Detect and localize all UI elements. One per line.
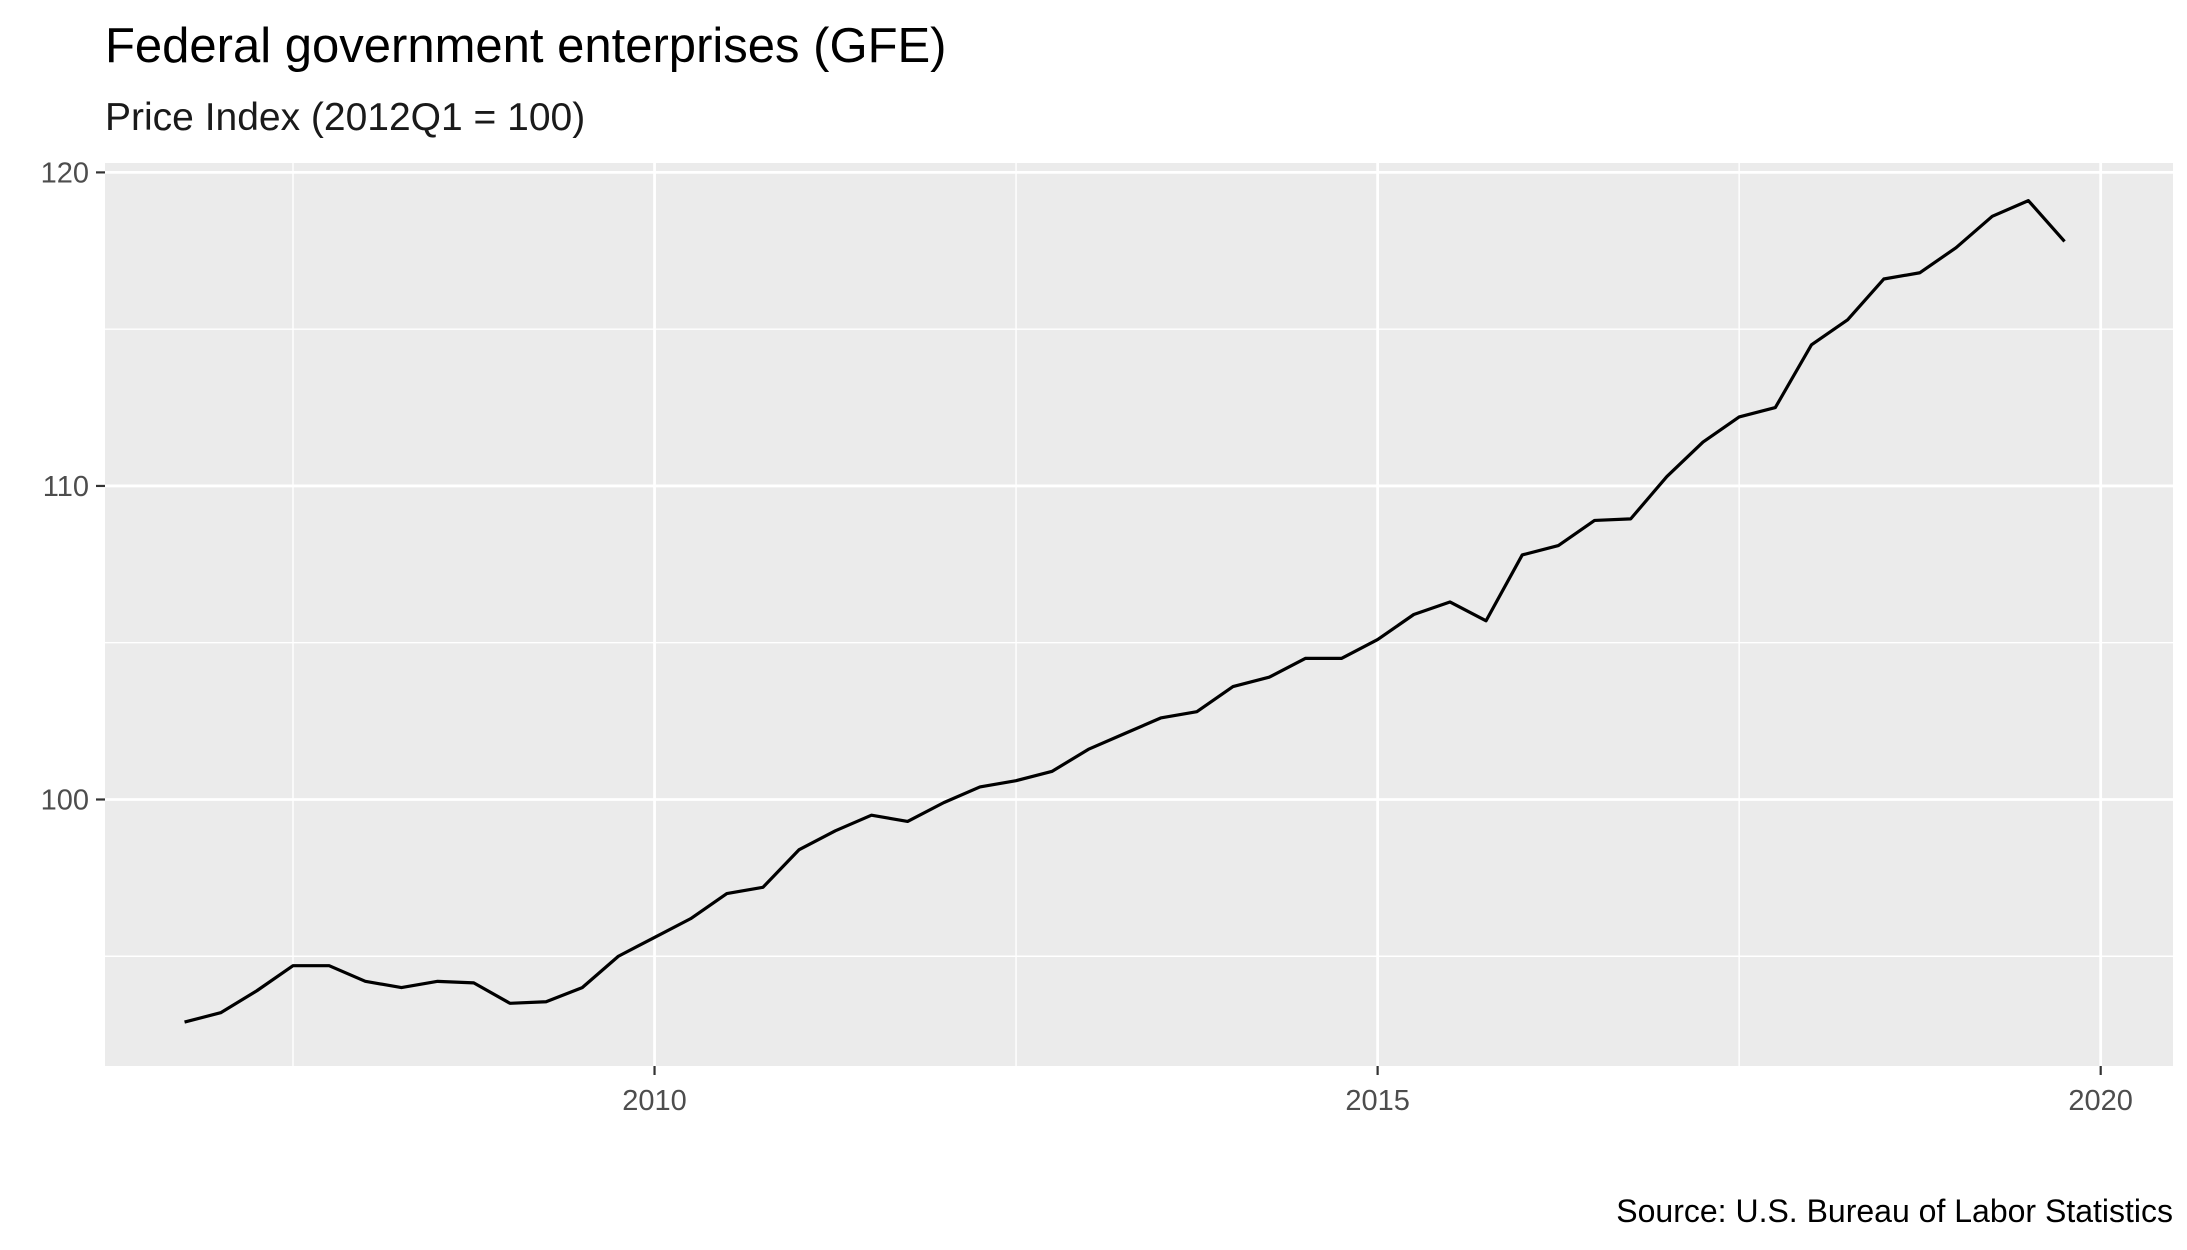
minor-grid bbox=[105, 163, 2173, 1066]
chart-caption: Source: U.S. Bureau of Labor Statistics bbox=[1616, 1193, 2173, 1229]
y-tick-label: 120 bbox=[41, 157, 89, 189]
chart-subtitle: Price Index (2012Q1 = 100) bbox=[105, 96, 585, 139]
plot-panel bbox=[105, 163, 2173, 1066]
x-tick-label: 2010 bbox=[622, 1085, 687, 1117]
x-axis: 2010 2015 2020 bbox=[622, 1066, 2133, 1117]
series-layer bbox=[184, 199, 2066, 1024]
x-tick-label: 2020 bbox=[2068, 1085, 2133, 1117]
y-tick-label: 110 bbox=[43, 471, 89, 503]
major-grid bbox=[105, 163, 2173, 1066]
x-tick-label: 2015 bbox=[1345, 1085, 1410, 1117]
y-tick-label: 100 bbox=[41, 784, 89, 816]
chart-title: Federal government enterprises (GFE) bbox=[105, 19, 947, 73]
y-axis: 100 110 120 bbox=[41, 157, 105, 816]
series-line-0 bbox=[184, 199, 2066, 1024]
